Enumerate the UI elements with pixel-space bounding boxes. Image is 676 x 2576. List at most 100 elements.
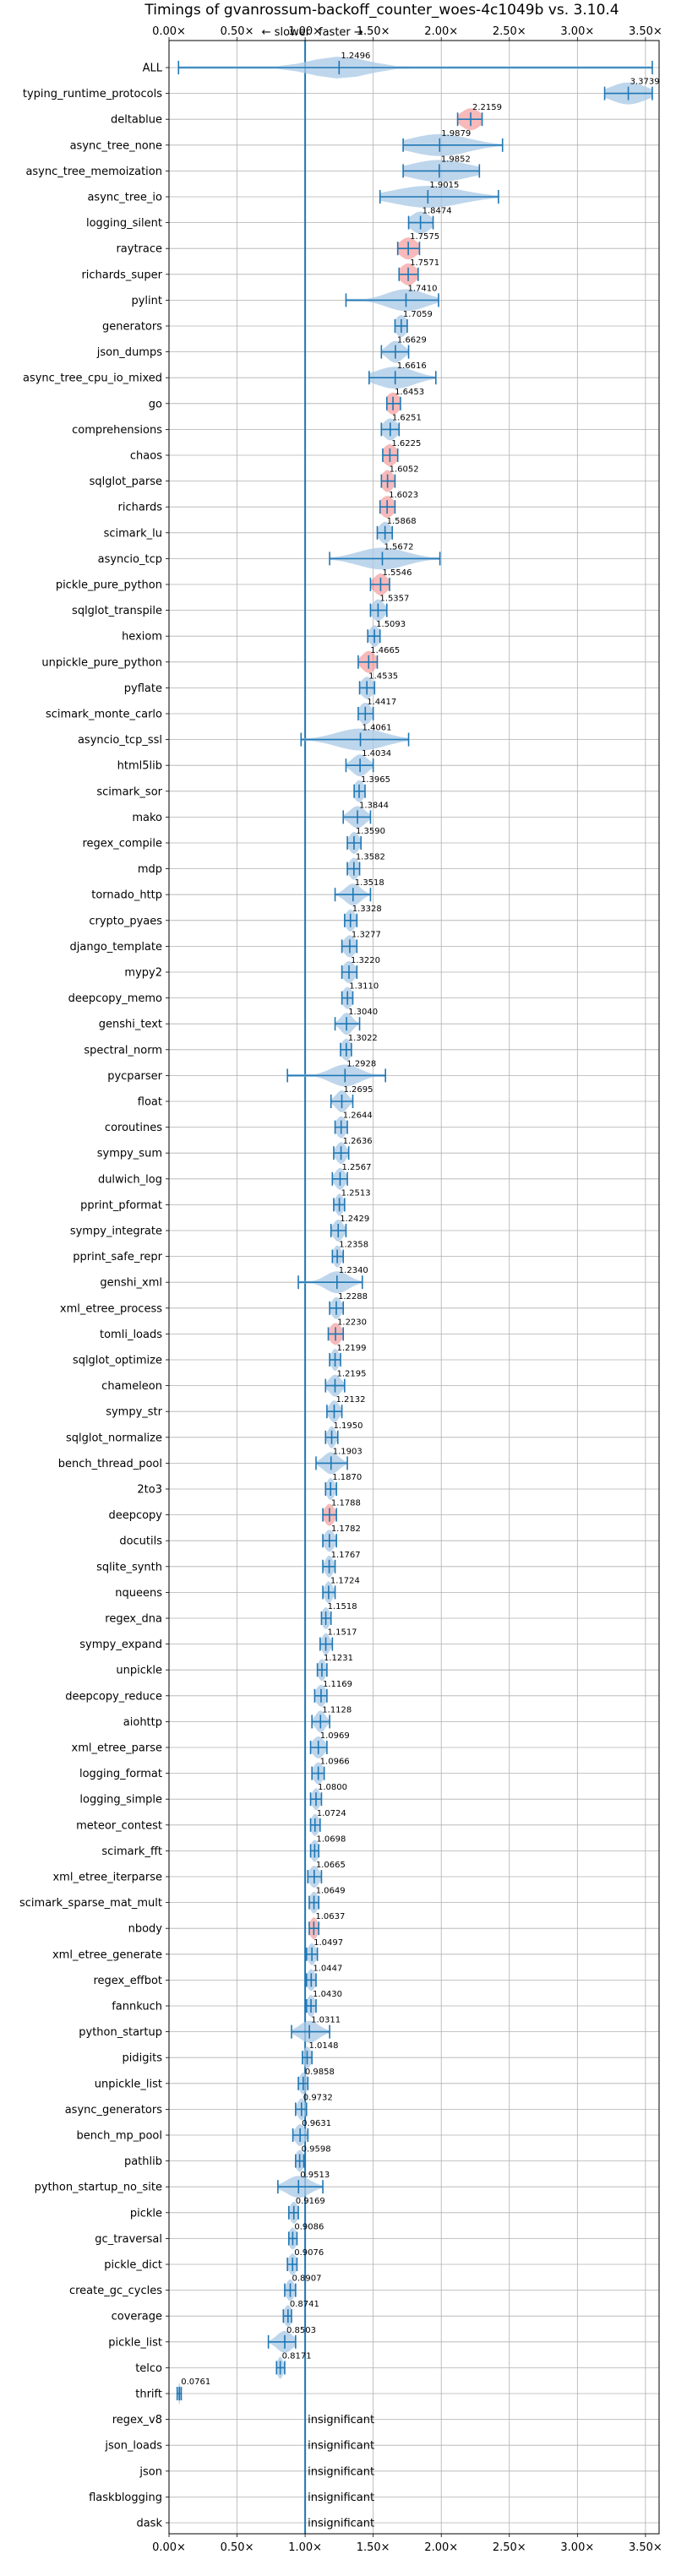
- benchmark-label: regex_effbot: [93, 1975, 162, 1987]
- value-label: 1.1788: [331, 1499, 361, 1508]
- value-label: 0.9732: [303, 2093, 333, 2102]
- value-label: 1.8474: [422, 207, 452, 216]
- value-label: 0.9086: [294, 2222, 324, 2231]
- benchmark-label: gc_traversal: [95, 2233, 162, 2246]
- value-label: 1.0698: [316, 1834, 346, 1844]
- value-label: 1.6453: [395, 388, 424, 397]
- value-label: 0.9076: [294, 2248, 324, 2258]
- benchmark-label: scimark_monte_carlo: [46, 709, 162, 721]
- value-label: 1.1767: [331, 1551, 361, 1560]
- value-label: 1.0724: [317, 1809, 346, 1818]
- value-label: 1.1518: [328, 1602, 357, 1611]
- benchmark-label: docutils: [119, 1535, 162, 1548]
- benchmark-label: json_loads: [104, 2440, 162, 2453]
- benchmark-label: tomli_loads: [100, 1329, 162, 1341]
- value-label: 1.2358: [339, 1241, 368, 1250]
- benchmark-label: regex_dna: [105, 1613, 162, 1626]
- benchmark-label: pickle_pure_python: [56, 579, 162, 592]
- value-label: 1.6629: [397, 336, 427, 345]
- benchmark-label: scimark_sor: [96, 785, 162, 798]
- value-label: 1.2429: [340, 1215, 369, 1224]
- value-label: 1.0148: [308, 2041, 338, 2051]
- benchmark-label: sqlglot_optimize: [73, 1355, 162, 1367]
- benchmark-label: create_gc_cycles: [69, 2285, 162, 2297]
- value-label: 0.8503: [286, 2326, 316, 2335]
- insignificant-label: insignificant: [308, 2518, 374, 2530]
- benchmark-label: deepcopy_memo: [68, 992, 162, 1005]
- benchmark-label: sympy_str: [106, 1406, 162, 1419]
- benchmark-label: mako: [132, 812, 162, 824]
- benchmark-label: genshi_text: [99, 1019, 162, 1031]
- benchmark-label: json_dumps: [96, 346, 162, 359]
- benchmark-label: async_tree_io: [87, 192, 162, 204]
- benchmark-label: unpickle: [116, 1665, 162, 1677]
- benchmark-label: typing_runtime_protocols: [23, 88, 162, 101]
- benchmark-label: pickle_list: [108, 2336, 162, 2349]
- benchmark-label: pprint_pformat: [80, 1199, 162, 1212]
- value-label: 1.1517: [328, 1628, 357, 1638]
- value-label: 1.2928: [346, 1059, 376, 1068]
- value-label: 1.1128: [322, 1705, 352, 1715]
- benchmark-label: sqlite_synth: [96, 1561, 162, 1573]
- value-label: 1.2230: [337, 1318, 367, 1327]
- x-tick-label-bottom: 2.50×: [493, 2541, 526, 2554]
- faster-annotation: faster →: [319, 26, 363, 39]
- benchmark-label: asyncio_tcp: [98, 553, 162, 566]
- value-label: 1.0966: [320, 1758, 350, 1767]
- value-label: 1.6251: [392, 413, 422, 422]
- value-label: 1.4417: [367, 698, 396, 707]
- benchmark-label: sqlglot_parse: [90, 476, 162, 488]
- value-label: 1.6616: [397, 361, 427, 371]
- marks-layer: [176, 57, 653, 2405]
- benchmark-label: async_tree_memoization: [25, 166, 162, 178]
- value-label: 0.0761: [181, 2378, 210, 2387]
- benchmark-label: json: [139, 2465, 162, 2478]
- benchmark-label: sympy_sum: [97, 1148, 162, 1160]
- value-label: 1.2496: [341, 52, 370, 61]
- insignificant-label: insignificant: [308, 2414, 374, 2427]
- slower-annotation: ← slower: [262, 26, 311, 39]
- x-tick-label-top: 1.00×: [288, 25, 322, 38]
- benchmark-label: asyncio_tcp_ssl: [78, 734, 162, 747]
- benchmark-label: flaskblogging: [89, 2492, 162, 2504]
- x-tick-label-top: 3.00×: [560, 25, 594, 38]
- value-label: 1.6023: [389, 491, 418, 500]
- value-label: 1.1724: [330, 1576, 360, 1585]
- value-label: 1.0430: [313, 1990, 342, 1999]
- benchmark-label: pyflate: [124, 682, 162, 695]
- value-label: 1.7571: [410, 258, 439, 268]
- value-label: 1.2636: [343, 1137, 373, 1146]
- benchmark-label: pidigits: [123, 2052, 163, 2065]
- benchmark-label: scimark_lu: [104, 527, 162, 540]
- chart-title: Timings of gvanrossum-backoff_counter_wo…: [144, 2, 619, 19]
- value-label: 1.4665: [370, 646, 400, 655]
- value-label: 1.0969: [320, 1731, 350, 1741]
- value-label: 1.1169: [323, 1680, 352, 1689]
- x-tick-label-top: 0.00×: [152, 25, 186, 38]
- value-label: 1.3590: [356, 827, 385, 836]
- benchmark-label: dask: [136, 2518, 162, 2530]
- value-label: 1.6225: [391, 439, 421, 448]
- value-label: 0.9858: [305, 2068, 335, 2077]
- x-tick-label-top: 0.50×: [221, 25, 254, 38]
- value-label: 1.7059: [403, 310, 433, 319]
- x-tick-label-top: 3.50×: [629, 25, 662, 38]
- benchmark-label: coroutines: [105, 1122, 162, 1134]
- benchmark-label: pycparser: [107, 1070, 162, 1083]
- benchmark-label: chameleon: [101, 1380, 162, 1393]
- benchmark-label: float: [138, 1096, 162, 1109]
- benchmark-label: pprint_safe_repr: [73, 1251, 162, 1264]
- value-label: 1.7410: [407, 284, 437, 293]
- value-label: 1.3328: [352, 905, 382, 914]
- value-label: 0.9513: [300, 2171, 330, 2180]
- benchmark-label: pathlib: [124, 2155, 162, 2168]
- benchmark-label: comprehensions: [72, 424, 162, 437]
- value-label: 1.3220: [351, 956, 380, 965]
- x-tick-label-bottom: 3.50×: [629, 2541, 662, 2554]
- value-label: 2.2159: [472, 103, 502, 112]
- benchmark-label: deepcopy: [108, 1509, 162, 1522]
- benchmark-label: html5lib: [117, 760, 162, 773]
- value-label: 1.4535: [368, 671, 398, 681]
- benchmark-label: telco: [135, 2362, 162, 2375]
- benchmark-label: mypy2: [124, 967, 162, 980]
